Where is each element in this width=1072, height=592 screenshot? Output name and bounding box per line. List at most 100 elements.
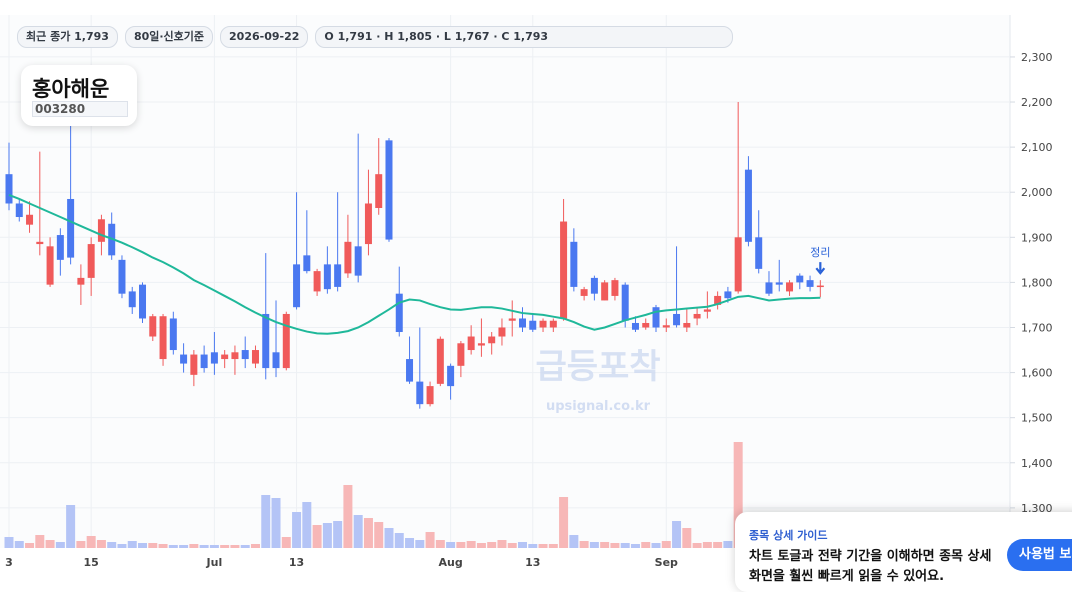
volume-bar (723, 541, 733, 548)
candle-body (200, 354, 208, 369)
guide-text: 화면을 훨씬 빠르게 읽을 수 있어요. (749, 569, 945, 584)
volume-bar (394, 533, 404, 548)
volume-bar (415, 540, 425, 548)
candle-body (272, 352, 280, 369)
y-tick-label: 2,000 (1021, 186, 1053, 199)
volume-bar (179, 545, 189, 548)
volume-bar (220, 545, 230, 548)
stock-name: 홍아해운 (32, 77, 110, 101)
candle-body (436, 338, 444, 384)
candle-body (519, 318, 526, 328)
y-tick-label: 1,700 (1021, 321, 1053, 334)
candle-body (395, 293, 403, 333)
volume-bar (641, 542, 651, 548)
volume-bar (446, 542, 456, 548)
candle-body (796, 275, 804, 283)
volume-bar (76, 541, 86, 548)
x-tick-label: Aug (439, 556, 463, 569)
volume-bar (538, 544, 548, 548)
guide-popup: 종목 상세 가이드 차트 토글과 전략 기간을 이해하면 종목 상세 화면을 훨… (735, 512, 1072, 592)
candle-body (118, 259, 126, 294)
candle-body (786, 282, 794, 292)
volume-bar (476, 543, 486, 548)
volume-bar (528, 544, 538, 548)
y-tick-label: 1,900 (1021, 231, 1053, 244)
volume-bar (312, 525, 322, 548)
annotation-arrow (815, 262, 826, 275)
candle-body (714, 295, 722, 305)
y-tick-label: 1,800 (1021, 276, 1053, 289)
candle-body (426, 386, 434, 405)
volume-bar (518, 542, 527, 548)
guide-button[interactable]: 사용법 보기 (1007, 539, 1072, 571)
candle-body (673, 313, 681, 326)
candle-body (488, 336, 496, 344)
candle-body (149, 316, 157, 337)
volume-bar (353, 515, 363, 548)
volume-bar (107, 542, 117, 548)
chip: 최근 종가 1,793 (17, 26, 118, 48)
candle-body (508, 318, 516, 321)
moving-average (8, 193, 821, 335)
volume-bar (610, 543, 620, 548)
volume-bar (138, 543, 148, 548)
volume-bar (692, 543, 702, 548)
candle-body (128, 291, 136, 308)
candle-body (241, 350, 249, 360)
volume-bar (127, 541, 137, 548)
candle-body (406, 359, 414, 382)
volume-bar (199, 545, 209, 548)
candle-body (87, 244, 95, 278)
x-tick-label: 13 (289, 556, 304, 569)
candle-body (97, 219, 105, 242)
candle-body (36, 241, 44, 245)
candle-body (159, 316, 167, 360)
volume-bar (333, 521, 343, 548)
candle-body (642, 322, 650, 328)
volume-bar (487, 542, 497, 548)
candle-body (724, 291, 732, 299)
candle-body (590, 277, 598, 294)
candle-body (806, 280, 814, 287)
candle-body (703, 309, 711, 312)
volume-bar (548, 544, 558, 548)
volume-bar (733, 442, 743, 548)
volume-bar (713, 542, 723, 548)
volume-bar (363, 518, 373, 548)
candle-body (457, 343, 465, 366)
volume-bar (435, 540, 445, 548)
volume-bar (25, 543, 35, 548)
candle-body (344, 241, 352, 274)
candle-body (611, 280, 619, 296)
y-tick-label: 1,300 (1021, 502, 1053, 515)
candle-body (755, 237, 763, 269)
y-tick-label: 2,200 (1021, 96, 1053, 109)
candle-body (621, 284, 629, 321)
candle-body (334, 264, 342, 287)
candle-body (447, 365, 455, 387)
chip: 80일·신호기준 (124, 26, 214, 48)
candle-body (765, 282, 773, 294)
volume-bar (117, 544, 127, 548)
page: {"chart_data":{"type":"candlestick", "ca… (0, 15, 1072, 584)
candle-body (775, 282, 783, 285)
volume-bar (507, 543, 517, 548)
candle-body (303, 255, 311, 272)
volume-bar (702, 542, 712, 548)
candle-body (231, 352, 239, 360)
volume-bar (672, 521, 682, 548)
candle-body (364, 203, 372, 245)
candle-body (416, 381, 424, 405)
volume-bar (682, 528, 692, 548)
volume-bar (230, 545, 240, 548)
x-tick-label: 3 (5, 556, 13, 569)
candle-body (26, 214, 34, 225)
candle-body (180, 354, 188, 364)
candle-body (293, 264, 301, 308)
volume-bar (374, 522, 384, 548)
annotation-label: 정리 (810, 246, 830, 259)
stock-card: 홍아해운 003280 (21, 65, 137, 126)
candle-body (323, 264, 331, 290)
candle-body (580, 289, 588, 296)
volume-bar (456, 542, 466, 548)
